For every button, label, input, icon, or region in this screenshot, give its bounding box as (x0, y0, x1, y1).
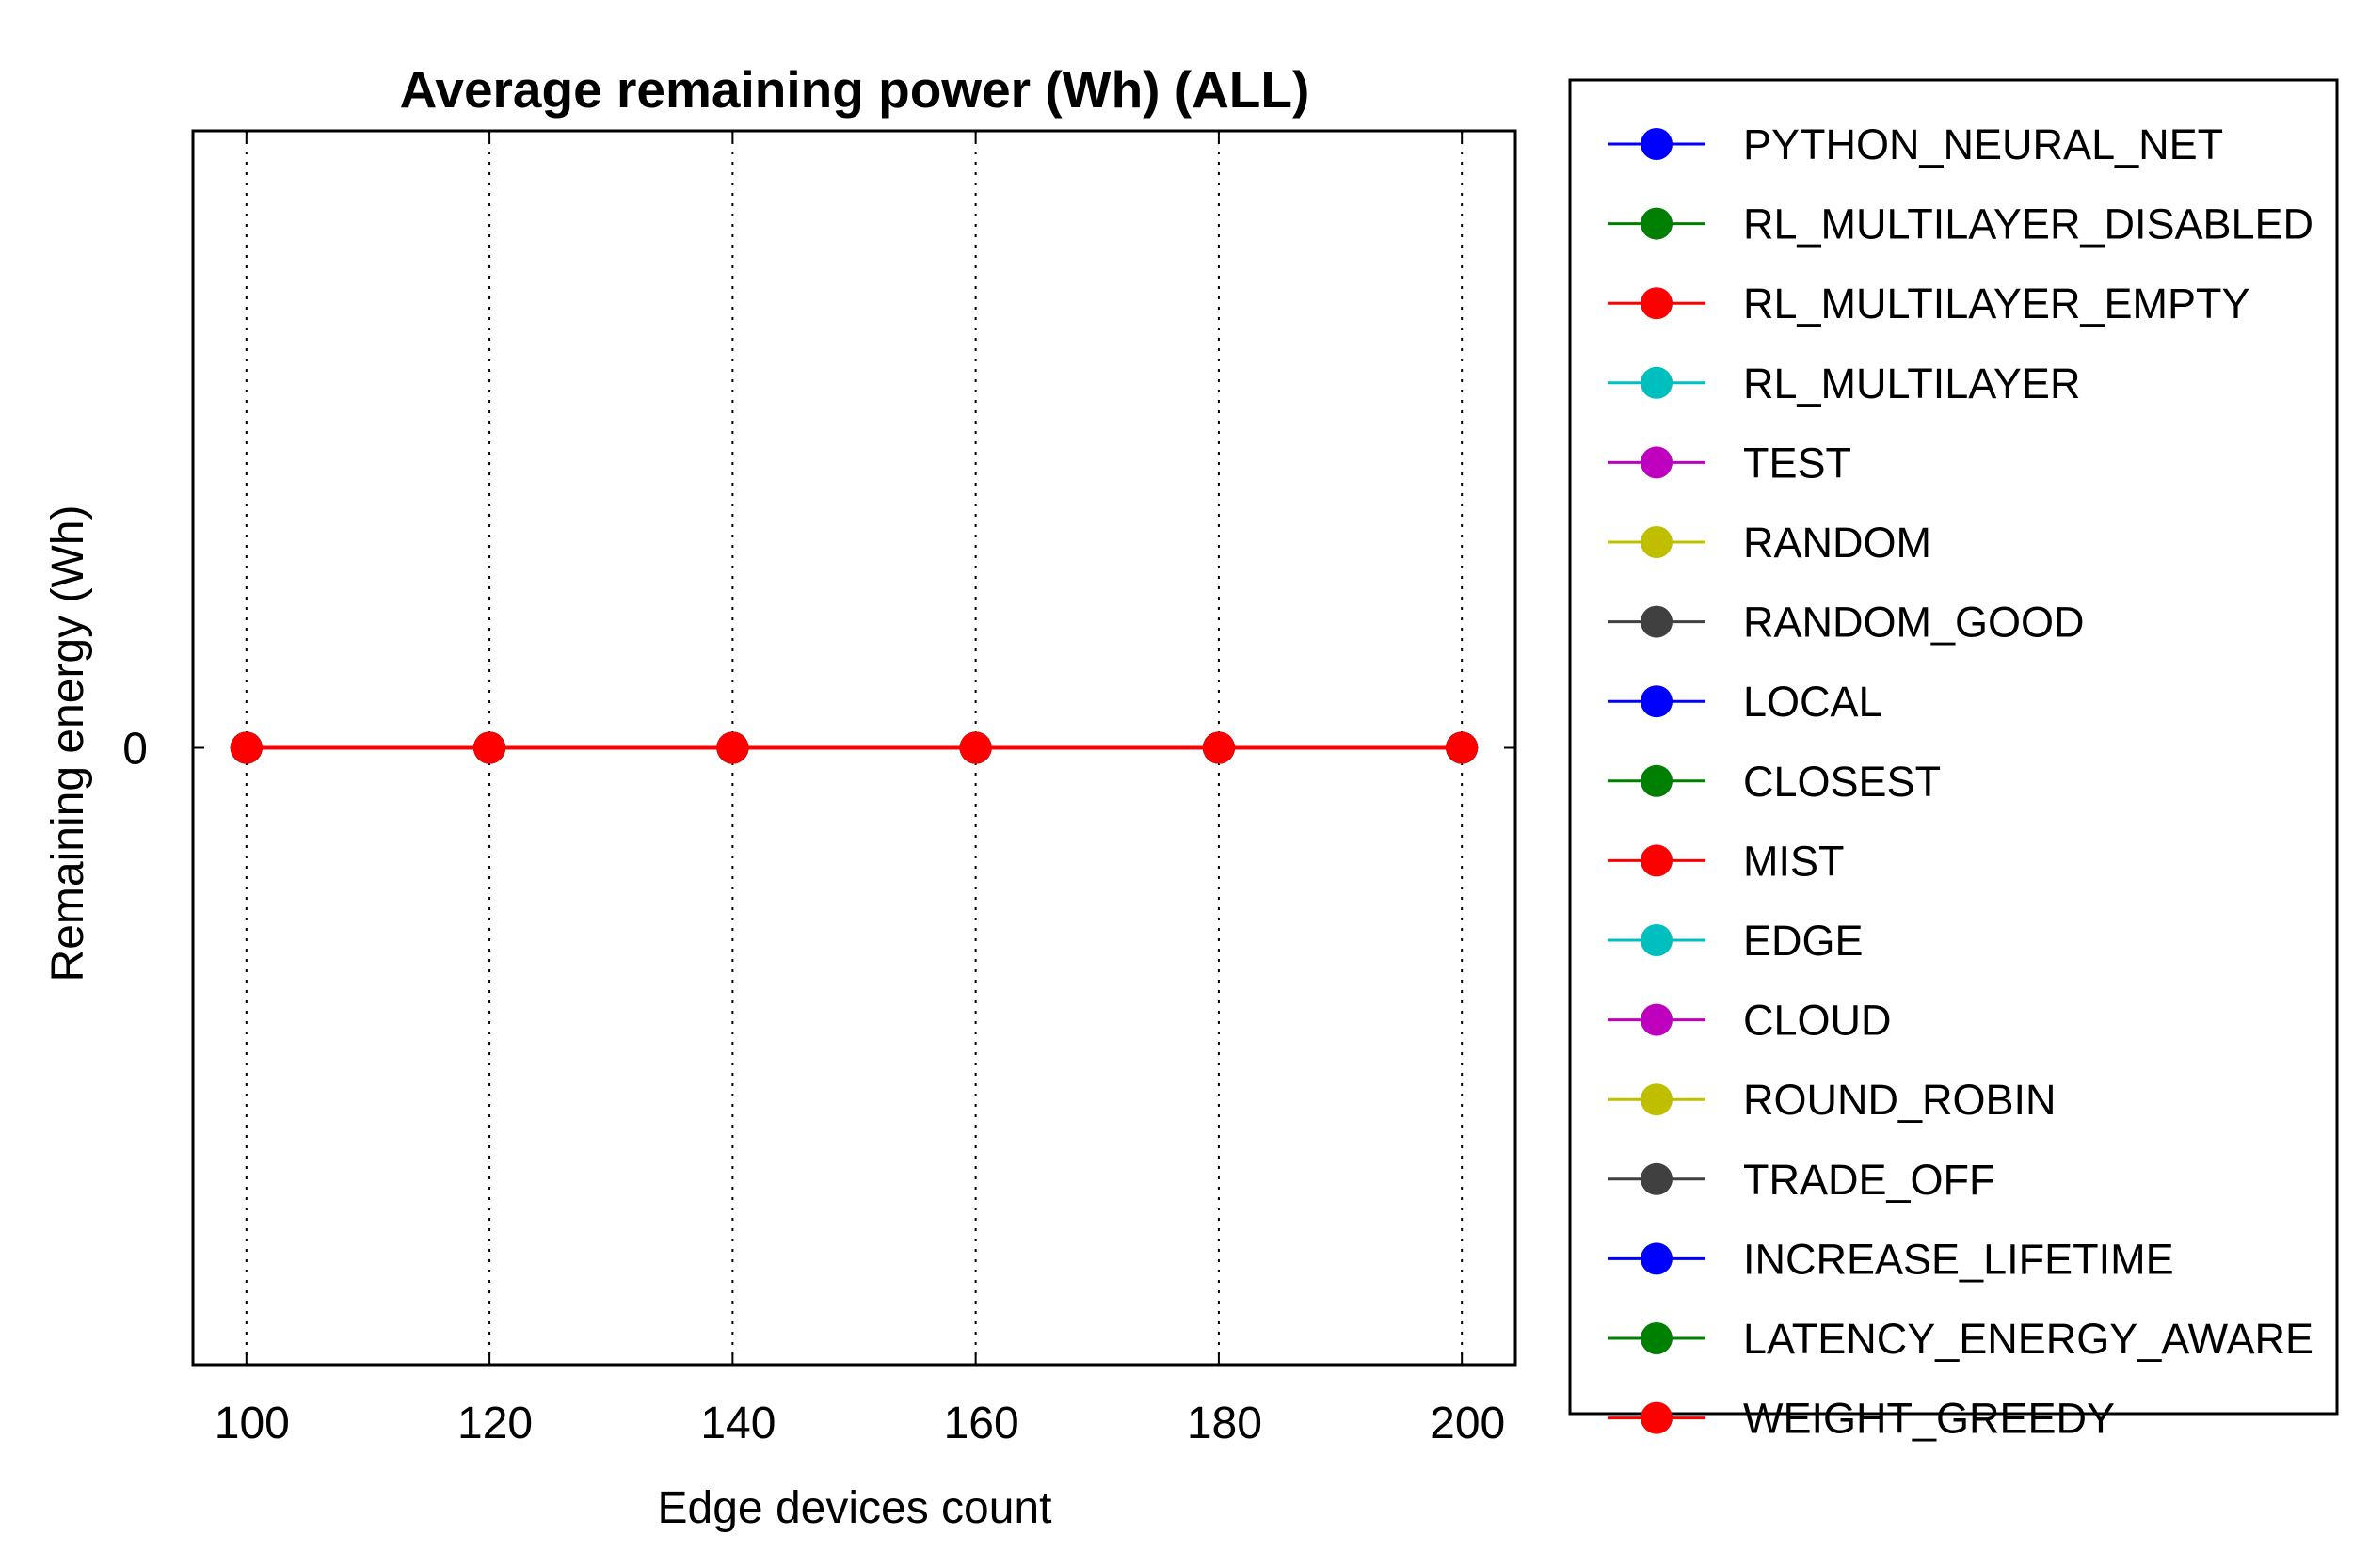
y-tick-label: 0 (122, 725, 148, 775)
legend: PYTHON_NEURAL_NET RL_MULTILAYER_DISABLED R… (1608, 120, 2313, 1443)
data-point (1446, 731, 1479, 764)
legend-item: ROUND_ROBIN (1608, 1076, 2057, 1124)
legend-marker (1641, 1162, 1673, 1195)
x-tick-label: 160 (944, 1399, 1019, 1448)
legend-marker (1641, 366, 1673, 399)
legend-item: CLOUD (1608, 997, 1892, 1045)
legend-label: TRADE_OFF (1743, 1156, 1995, 1204)
legend-item: RANDOM_GOOD (1608, 599, 2085, 647)
legend-item: CLOSEST (1608, 758, 1941, 806)
legend-label: LATENCY_ENERGY_AWARE (1743, 1315, 2313, 1363)
legend-marker (1641, 685, 1673, 718)
x-tick-label: 200 (1430, 1399, 1505, 1448)
legend-item: LOCAL (1608, 678, 1882, 726)
legend-marker (1641, 1083, 1673, 1116)
y-axis-ticks: 0 (122, 725, 1515, 775)
legend-marker (1641, 1003, 1673, 1036)
legend-item: EDGE (1608, 917, 1864, 965)
y-axis-label: Remaining energy (Wh) (43, 505, 93, 983)
x-axis-label: Edge devices count (658, 1483, 1052, 1533)
legend-item: RANDOM (1608, 519, 1931, 567)
legend-marker (1641, 924, 1673, 956)
legend-label: RL_MULTILAYER_DISABLED (1743, 200, 2313, 248)
legend-label: RL_MULTILAYER (1743, 360, 2080, 408)
legend-marker (1641, 526, 1673, 558)
legend-item: TRADE_OFF (1608, 1156, 1995, 1204)
legend-label: MIST (1743, 837, 1845, 885)
series-weight-greedy (230, 731, 1479, 764)
x-axis-ticks: 100 120 140 160 180 200 (215, 131, 1505, 1448)
legend-label: INCREASE_LIFETIME (1743, 1235, 2174, 1283)
legend-label: CLOSEST (1743, 758, 1941, 806)
legend-marker (1641, 605, 1673, 638)
data-point (230, 731, 263, 764)
legend-label: CLOUD (1743, 997, 1892, 1045)
legend-label: RANDOM_GOOD (1743, 599, 2085, 647)
legend-item: MIST (1608, 837, 1845, 885)
legend-item: PYTHON_NEURAL_NET (1608, 120, 2223, 168)
chart-title: Average remaining power (Wh) (ALL) (400, 60, 1310, 119)
data-point (473, 731, 506, 764)
x-tick-label: 100 (215, 1399, 290, 1448)
legend-item: TEST (1608, 439, 1851, 487)
data-point (959, 731, 992, 764)
legend-item: RL_MULTILAYER_EMPTY (1608, 280, 2249, 328)
legend-marker (1641, 446, 1673, 479)
legend-label: WEIGHT_GREEDY (1743, 1395, 2115, 1443)
legend-marker (1641, 1322, 1673, 1354)
legend-item: WEIGHT_GREEDY (1608, 1395, 2115, 1443)
x-tick-label: 180 (1187, 1399, 1262, 1448)
legend-item: INCREASE_LIFETIME (1608, 1235, 2174, 1283)
legend-item: LATENCY_ENERGY_AWARE (1608, 1315, 2313, 1363)
legend-label: RANDOM (1743, 519, 1931, 567)
legend-label: EDGE (1743, 917, 1864, 965)
legend-marker (1641, 207, 1673, 240)
legend-marker (1641, 287, 1673, 320)
legend-marker (1641, 1401, 1673, 1434)
plot-frame (191, 129, 1517, 1367)
legend-label: PYTHON_NEURAL_NET (1743, 120, 2223, 168)
legend-marker (1641, 764, 1673, 797)
legend-label: ROUND_ROBIN (1743, 1076, 2057, 1124)
legend-item: RL_MULTILAYER_DISABLED (1608, 200, 2313, 248)
data-series (230, 731, 1479, 764)
legend-marker (1641, 844, 1673, 877)
legend-label: TEST (1743, 439, 1851, 487)
legend-marker (1641, 1242, 1673, 1275)
legend-label: RL_MULTILAYER_EMPTY (1743, 280, 2249, 328)
x-tick-label: 140 (700, 1399, 776, 1448)
legend-label: LOCAL (1743, 678, 1882, 726)
data-point (1202, 731, 1235, 764)
data-point (716, 731, 749, 764)
legend-marker (1641, 128, 1673, 160)
x-tick-label: 120 (457, 1399, 533, 1448)
legend-item: RL_MULTILAYER (1608, 360, 2080, 408)
